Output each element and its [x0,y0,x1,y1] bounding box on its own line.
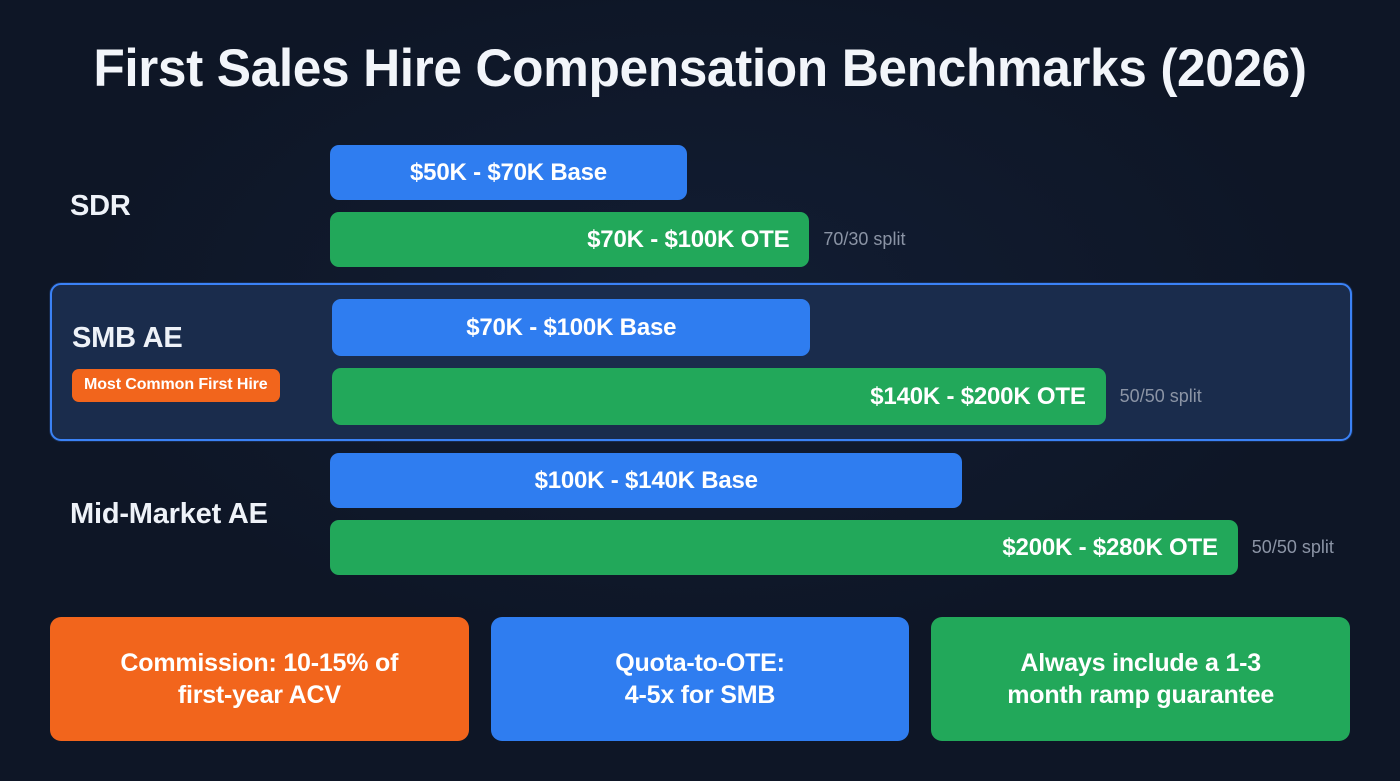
split-label: 50/50 split [1119,386,1202,406]
row-label-group: Mid-Market AE [70,448,335,580]
ote-bar-line: $200K - $280K OTE 50/50 split [330,520,1350,575]
ote-bar-line: $140K - $200K OTE 50/50 split [332,368,1350,425]
status-badge: Most Common First Hire [72,369,280,402]
split-label: 70/30 split [823,229,906,249]
callout-card-commission: Commission: 10-15% of first-year ACV [50,617,469,741]
bar-group: $100K - $140K Base $200K - $280K OTE 50/… [330,448,1350,580]
row-label-group: SMB AE Most Common First Hire [72,285,337,439]
benchmark-row-smb-ae: SMB AE Most Common First Hire $70K - $10… [50,283,1352,441]
page-title: First Sales Hire Compensation Benchmarks… [93,39,1307,98]
bar-group: $50K - $70K Base $70K - $100K OTE 70/30 … [330,140,1350,272]
role-label: SDR [70,189,131,222]
callout-card-ramp: Always include a 1-3 month ramp guarante… [931,617,1351,741]
base-bar-line: $50K - $70K Base [330,145,1350,200]
base-bar-line: $70K - $100K Base [332,299,1350,356]
base-bar: $100K - $140K Base [330,453,963,508]
benchmark-row-mid-market-ae: Mid-Market AE $100K - $140K Base $200K -… [50,448,1350,580]
ote-bar: $140K - $200K OTE [332,368,1106,425]
row-label-group: SDR [70,140,335,272]
benchmark-row-sdr: SDR $50K - $70K Base $70K - $100K OTE 70… [50,140,1350,272]
bar-group: $70K - $100K Base $140K - $200K OTE 50/5… [332,285,1350,439]
role-label: SMB AE [72,322,183,354]
ote-bar: $70K - $100K OTE [330,212,810,267]
callout-card-quota: Quota-to-OTE: 4-5x for SMB [490,617,910,741]
ote-bar: $200K - $280K OTE [330,520,1238,575]
base-bar: $70K - $100K Base [332,299,811,356]
ote-bar-line: $70K - $100K OTE 70/30 split [330,212,1350,267]
role-label: Mid-Market AE [70,497,268,530]
callout-card-row: Commission: 10-15% of first-year ACV Quo… [50,617,1351,741]
base-bar-line: $100K - $140K Base [330,453,1350,508]
base-bar: $50K - $70K Base [330,145,687,200]
split-label: 50/50 split [1251,537,1334,557]
